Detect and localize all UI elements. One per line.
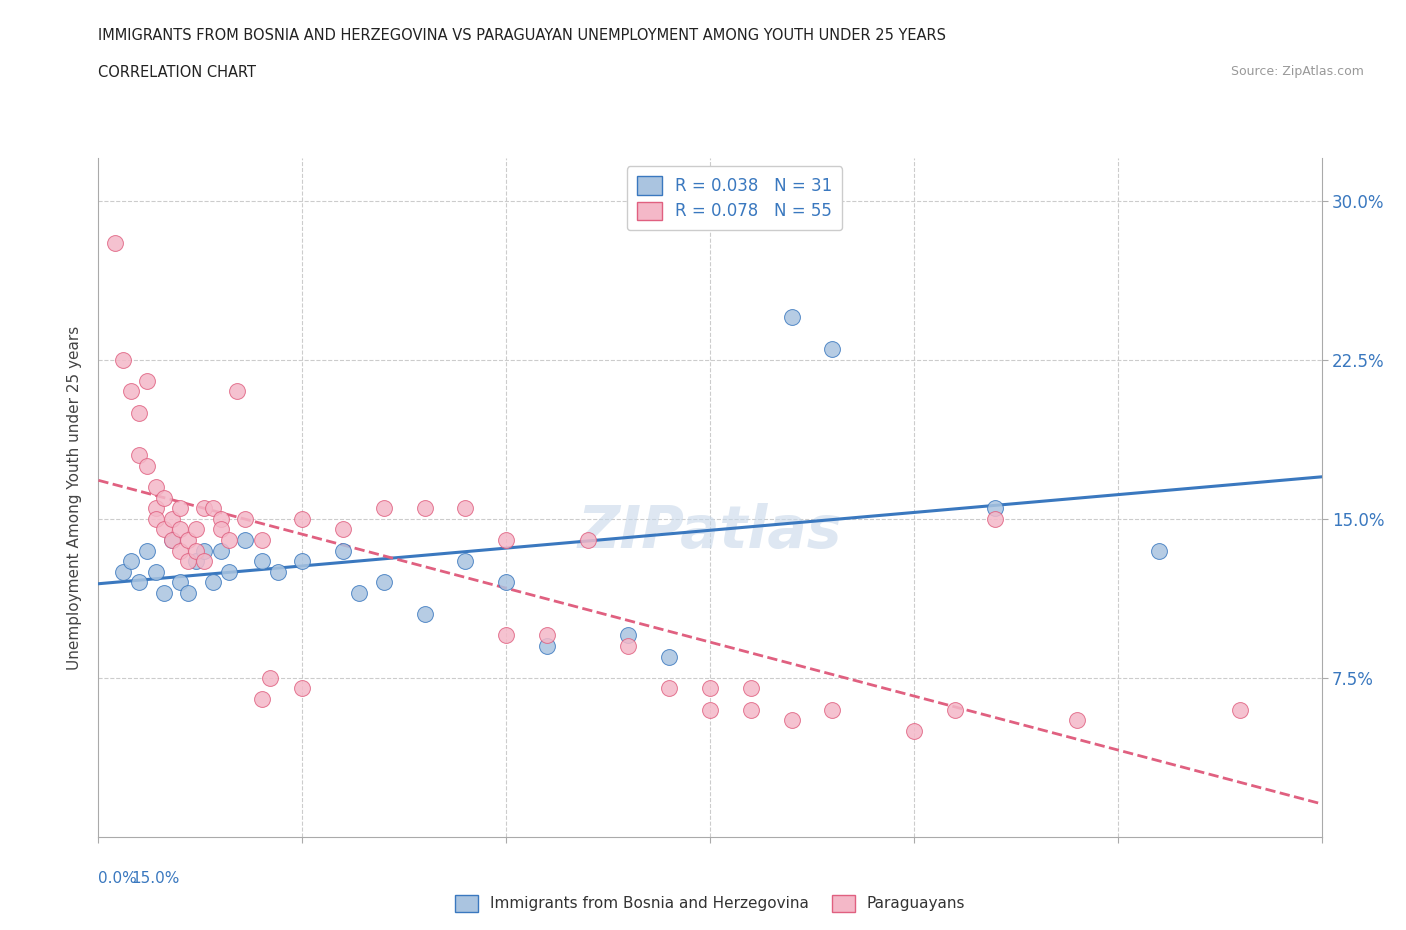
Point [145,512,167,526]
Point [413,606,436,621]
Point [193,553,215,568]
Point [201,500,224,515]
Point [177,553,200,568]
Point [136,543,159,558]
Point [169,543,191,558]
Point [209,522,232,537]
Point [177,533,200,548]
Point [233,512,256,526]
Point [984,500,1007,515]
Point [201,575,224,590]
Point [136,458,159,473]
Point [332,522,354,537]
Point [699,681,721,696]
Point [536,639,558,654]
Text: IMMIGRANTS FROM BOSNIA AND HERZEGOVINA VS PARAGUAYAN UNEMPLOYMENT AMONG YOUTH UN: IMMIGRANTS FROM BOSNIA AND HERZEGOVINA V… [98,28,946,43]
Point [780,713,803,728]
Point [536,628,558,643]
Point [136,374,159,389]
Legend: Immigrants from Bosnia and Herzegovina, Paraguayans: Immigrants from Bosnia and Herzegovina, … [449,889,972,918]
Point [780,310,803,325]
Point [658,649,681,664]
Point [984,512,1007,526]
Y-axis label: Unemployment Among Youth under 25 years: Unemployment Among Youth under 25 years [67,326,83,670]
Point [169,500,191,515]
Point [120,384,142,399]
Point [576,533,599,548]
Point [111,352,134,367]
Point [413,500,436,515]
Point [1147,543,1170,558]
Point [226,384,249,399]
Point [152,586,174,601]
Point [943,702,966,717]
Point [454,553,477,568]
Point [332,543,354,558]
Text: ZIPatlas: ZIPatlas [578,503,842,560]
Point [373,500,395,515]
Point [209,543,232,558]
Point [291,681,314,696]
Point [373,575,395,590]
Point [152,490,174,505]
Point [128,575,150,590]
Point [495,533,517,548]
Point [177,586,200,601]
Point [186,543,208,558]
Point [495,628,517,643]
Point [128,405,150,420]
Point [145,480,167,495]
Point [903,724,925,738]
Point [233,533,256,548]
Point [250,553,273,568]
Point [104,235,127,250]
Point [740,681,762,696]
Point [120,553,142,568]
Point [1066,713,1088,728]
Point [495,575,517,590]
Point [193,543,215,558]
Point [145,565,167,579]
Point [186,553,208,568]
Text: 15.0%: 15.0% [132,870,180,886]
Point [209,512,232,526]
Point [658,681,681,696]
Point [160,533,183,548]
Point [186,522,208,537]
Point [152,522,174,537]
Point [111,565,134,579]
Point [454,500,477,515]
Point [617,628,640,643]
Point [259,671,281,685]
Point [128,447,150,462]
Point [160,533,183,548]
Point [169,575,191,590]
Text: CORRELATION CHART: CORRELATION CHART [98,65,256,80]
Point [291,553,314,568]
Point [250,692,273,707]
Point [821,341,844,356]
Point [617,639,640,654]
Point [267,565,290,579]
Point [250,533,273,548]
Point [218,565,240,579]
Point [1229,702,1251,717]
Point [160,512,183,526]
Point [218,533,240,548]
Point [193,500,215,515]
Point [349,586,371,601]
Point [169,522,191,537]
Point [740,702,762,717]
Point [821,702,844,717]
Point [145,500,167,515]
Text: 0.0%: 0.0% [98,870,138,886]
Text: Source: ZipAtlas.com: Source: ZipAtlas.com [1230,65,1364,78]
Point [699,702,721,717]
Point [291,512,314,526]
